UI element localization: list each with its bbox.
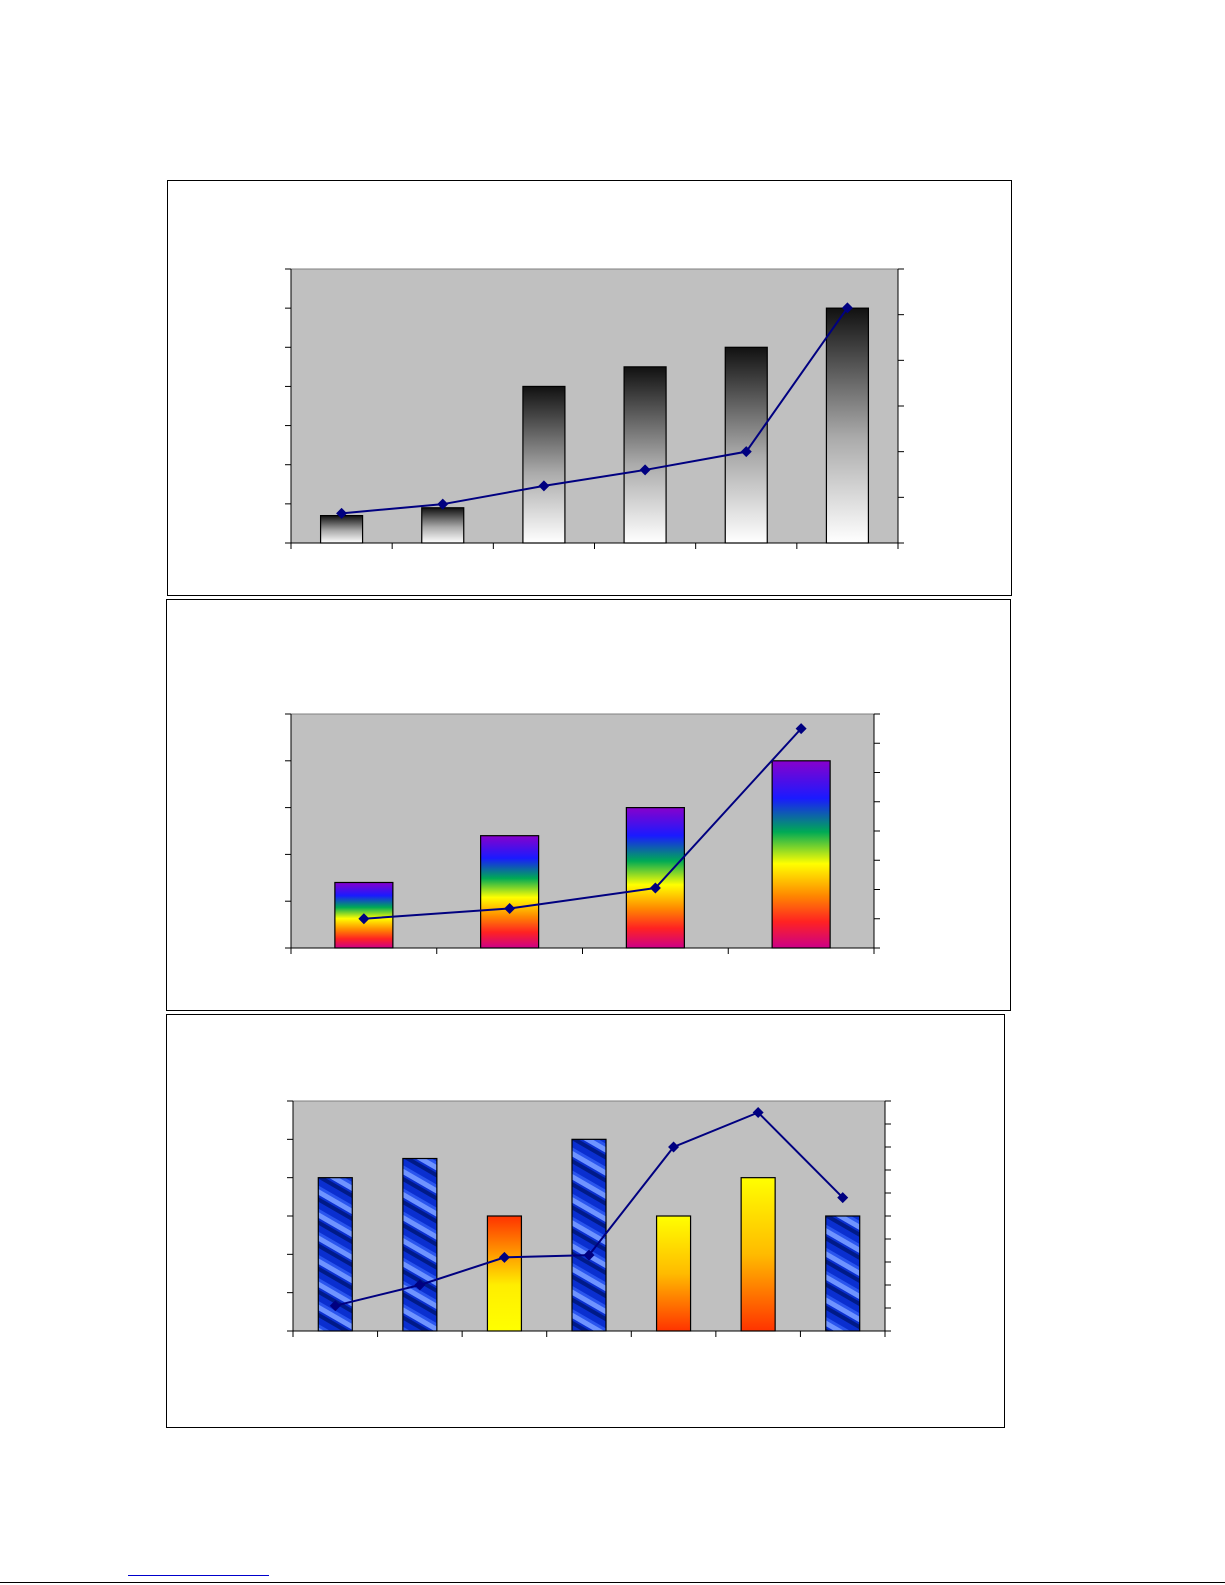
bar-3 <box>486 1215 523 1332</box>
line-marker-3 <box>498 1251 510 1263</box>
line-marker-5 <box>740 446 752 458</box>
page-footer-rule <box>0 1582 1225 1583</box>
line-marker-2 <box>437 498 449 510</box>
bar-5 <box>724 346 768 544</box>
line-marker-7 <box>837 1192 849 1204</box>
chart-1 <box>285 268 904 549</box>
plot-area <box>290 268 899 544</box>
bar-6 <box>740 1177 776 1332</box>
bar-3 <box>625 807 685 949</box>
chart-frame-2 <box>166 599 1011 1011</box>
bar-2 <box>480 835 540 949</box>
line-marker-4 <box>639 464 651 476</box>
line-marker-6 <box>841 302 853 314</box>
line-marker-3 <box>649 882 661 894</box>
line-marker-4 <box>583 1249 595 1261</box>
bar-4 <box>623 366 667 544</box>
bar-2 <box>402 1157 438 1332</box>
line-series <box>363 727 802 920</box>
bar-4 <box>771 760 831 949</box>
line-marker-1 <box>358 913 370 925</box>
bar-6 <box>825 307 870 544</box>
bar-2 <box>421 507 465 544</box>
line-series <box>341 307 849 515</box>
bar-1 <box>319 515 364 544</box>
line-marker-4 <box>795 723 807 735</box>
bar-4 <box>571 1138 607 1332</box>
line-marker-1 <box>329 1300 341 1312</box>
line-marker-2 <box>414 1279 426 1291</box>
bar-1 <box>334 881 394 949</box>
line-marker-3 <box>538 480 550 492</box>
bar-5 <box>655 1215 692 1332</box>
chart-2 <box>285 713 880 954</box>
line-marker-5 <box>668 1141 680 1153</box>
bar-7 <box>825 1215 861 1332</box>
footnote-separator <box>128 1575 269 1576</box>
line-marker-6 <box>752 1107 764 1118</box>
chart-frame-1 <box>167 180 1012 596</box>
chart-3 <box>287 1100 891 1337</box>
chart-frame-3 <box>166 1014 1005 1428</box>
line-marker-1 <box>336 507 348 519</box>
line-marker-2 <box>504 903 516 915</box>
bar-3 <box>522 385 566 544</box>
